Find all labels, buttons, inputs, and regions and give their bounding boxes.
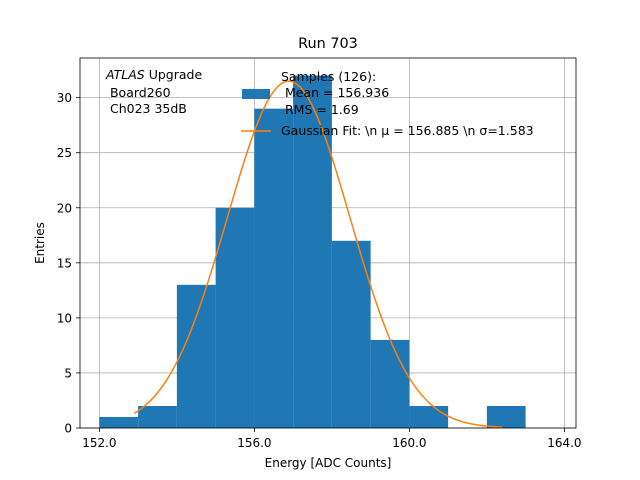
gaussian-fit-curve	[133, 80, 503, 428]
y-tick-label-4: 20	[57, 201, 72, 215]
x-tick-label-2: 160.0	[392, 436, 426, 450]
annotation-atlas: ATLAS	[105, 67, 145, 82]
histogram-bar-7	[370, 339, 410, 428]
legend-fit-label: Gaussian Fit: \n μ = 156.885 \n σ=1.583	[281, 123, 534, 138]
histogram-bar-1	[138, 405, 177, 428]
legend-samples-line-2: Mean = 156.936	[285, 85, 389, 100]
histogram-bar-0	[99, 416, 139, 428]
x-tick-label-3: 164.0	[547, 436, 581, 450]
atlas-annotation: ATLAS Upgrade Board260 Ch023 35dB	[105, 67, 202, 116]
y-tick-label-0: 0	[64, 422, 72, 436]
histogram-bar-6	[331, 240, 371, 428]
histogram-bar-3	[215, 207, 255, 428]
y-axis-label: Entries	[33, 222, 47, 264]
chart-title: Run 703	[298, 36, 358, 52]
legend: Samples (126): Mean = 156.936 RMS = 1.69…	[241, 69, 534, 138]
y-axis-ticks: 0 5 10 15 20 25 30	[57, 91, 80, 436]
legend-samples-patch	[242, 89, 270, 99]
histogram-bar-4	[254, 108, 294, 429]
y-tick-label-5: 25	[57, 146, 72, 160]
histogram-bar-10	[486, 405, 526, 428]
x-axis-label: Energy [ADC Counts]	[265, 456, 392, 470]
x-tick-label-0: 152.0	[82, 436, 116, 450]
annotation-upgrade: Upgrade	[145, 67, 203, 82]
y-tick-label-2: 10	[57, 311, 72, 325]
legend-samples-line-3: RMS = 1.69	[285, 102, 359, 117]
histogram-bar-5	[293, 75, 332, 428]
legend-samples-line-1: Samples (126):	[281, 69, 376, 84]
histogram-bar-8	[409, 405, 449, 428]
histogram-bar-2	[176, 284, 216, 428]
axes-frame	[79, 57, 577, 429]
x-tick-label-1: 156.0	[237, 436, 271, 450]
annotation-line-3: Ch023 35dB	[106, 101, 187, 116]
x-axis-ticks: 152.0 156.0 160.0 164.0	[82, 428, 582, 450]
histogram-bars	[99, 75, 526, 429]
annotation-line-1: ATLAS Upgrade	[105, 67, 202, 82]
annotation-line-2: Board260	[106, 85, 171, 100]
y-tick-label-3: 15	[57, 256, 72, 270]
y-tick-label-6: 30	[57, 91, 72, 105]
y-tick-label-1: 5	[64, 366, 72, 380]
